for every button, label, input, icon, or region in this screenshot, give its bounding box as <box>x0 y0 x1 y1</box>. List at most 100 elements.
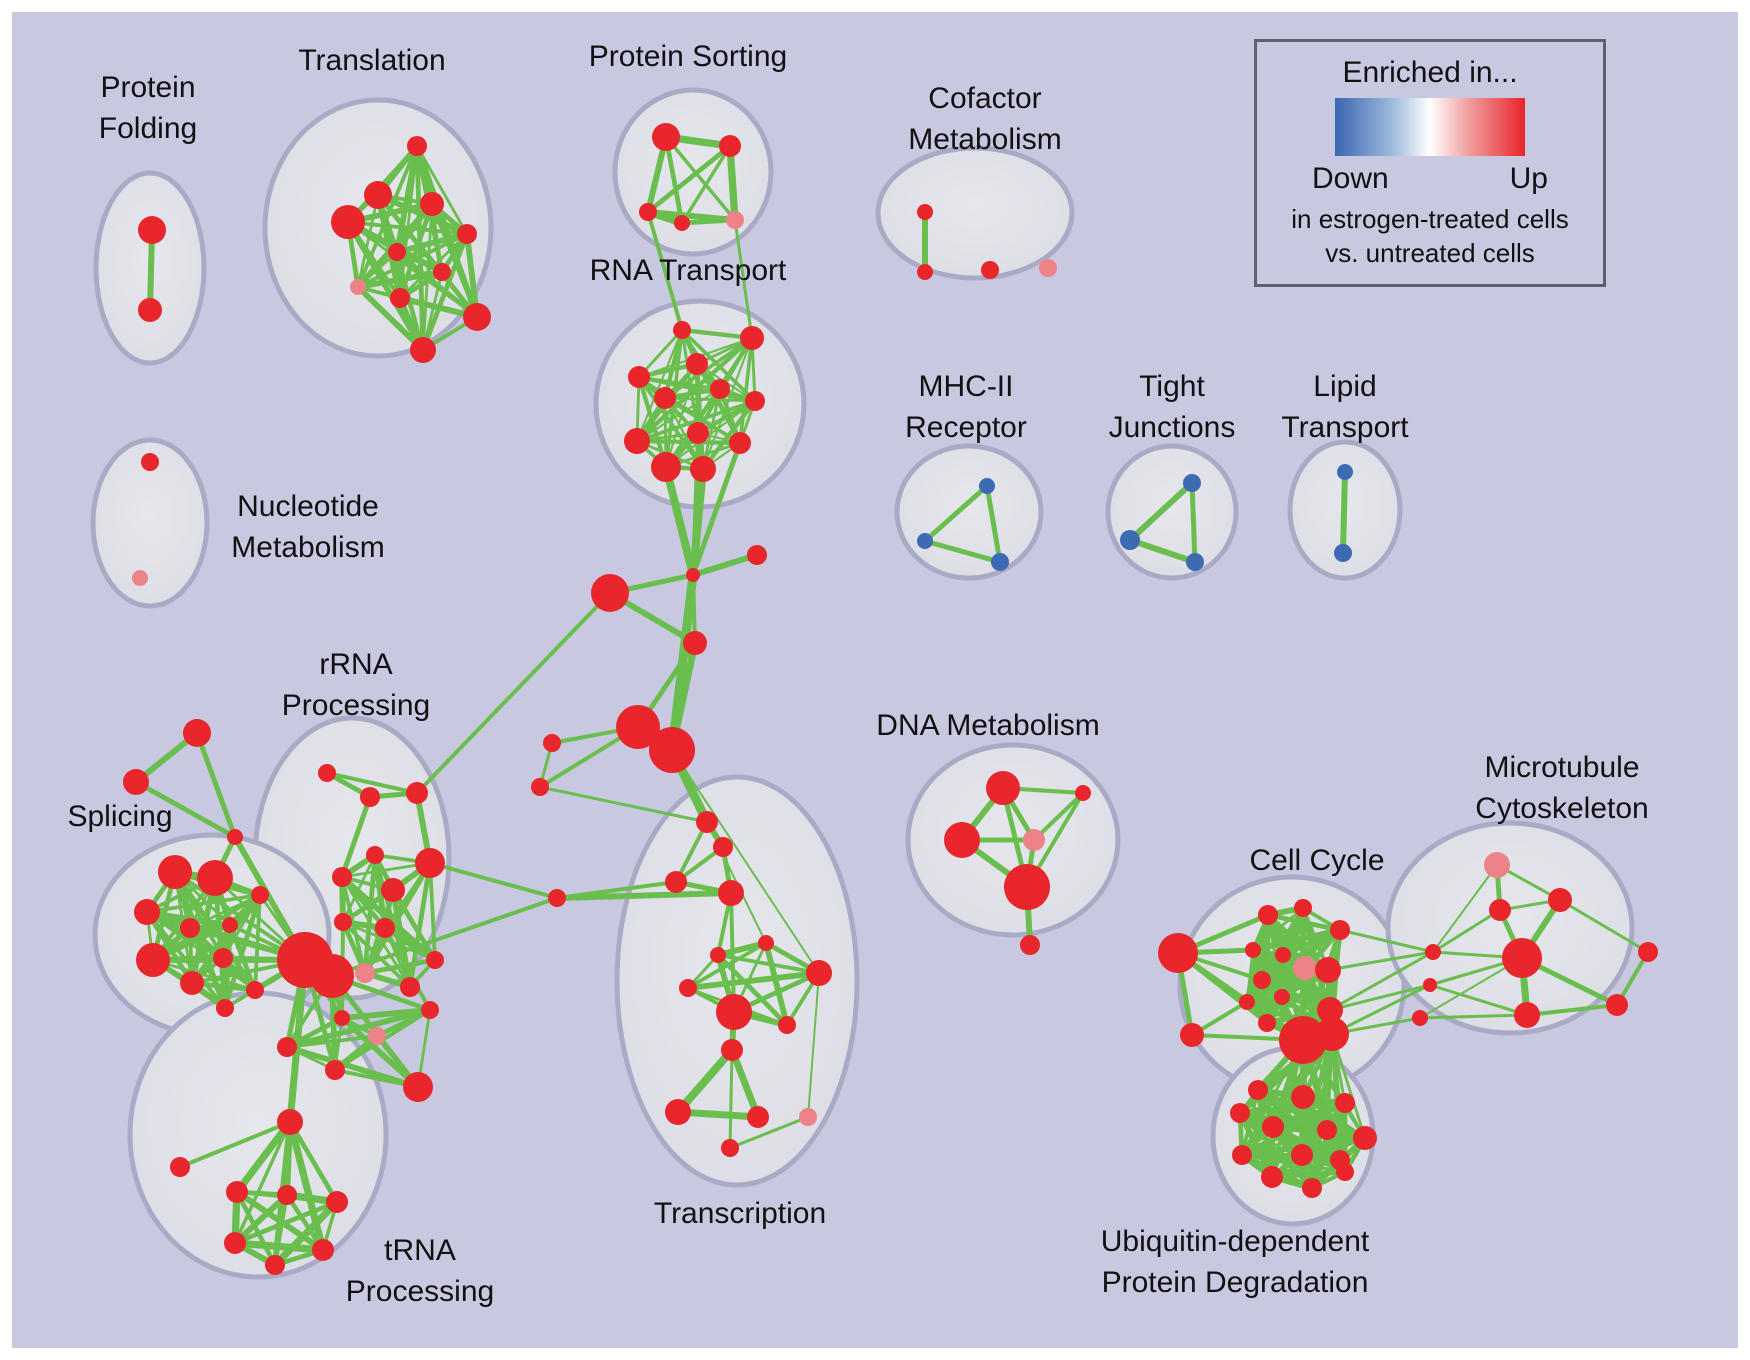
cluster-label-protein-folding-line1: Protein <box>100 71 195 104</box>
gene-set-node-mt2 <box>1489 899 1511 921</box>
edge <box>253 893 262 992</box>
edge <box>738 336 754 445</box>
gene-set-node-rr8 <box>334 913 352 931</box>
cluster-label-microtubule-cytoskeleton-line1: Microtubule <box>1484 751 1639 784</box>
edge <box>635 328 684 443</box>
edge <box>728 1046 762 1121</box>
cluster-label-protein-sorting: Protein Sorting <box>589 40 787 73</box>
gene-set-node-ub8 <box>1232 1145 1252 1165</box>
cluster-ellipse-tight-junctions <box>1105 443 1239 581</box>
edge <box>1431 908 1502 954</box>
gene-set-node-pf1 <box>138 216 166 244</box>
gene-set-node-rr16 <box>325 1060 345 1080</box>
edge <box>1328 983 1432 1012</box>
cluster-label-microtubule-cytoskeleton-line2: Cytoskeleton <box>1475 792 1648 825</box>
edge <box>383 926 432 1012</box>
edge <box>1175 950 1306 1043</box>
edge <box>671 749 820 974</box>
edge <box>194 730 238 840</box>
edge <box>674 1108 762 1121</box>
edge <box>284 1044 421 1090</box>
gene-set-node-rt10 <box>729 432 751 454</box>
gene-set-node-cn5 <box>543 734 561 752</box>
edge <box>356 193 380 289</box>
edge <box>763 940 790 1028</box>
edge <box>1245 968 1330 1004</box>
gene-set-node-rr14 <box>334 1010 350 1026</box>
gene-set-node-rr1 <box>318 764 336 782</box>
gene-set-node-cn1 <box>686 568 700 582</box>
edge <box>234 1189 326 1253</box>
gene-set-node-sp1 <box>158 855 192 889</box>
edge <box>271 1198 341 1269</box>
edge <box>663 396 757 403</box>
gene-set-node-mtp <box>1484 852 1510 878</box>
gene-set-node-rt9 <box>624 428 650 454</box>
gene-set-node-sp6 <box>251 886 269 904</box>
gene-set-node-ub2 <box>1291 1085 1315 1109</box>
gene-set-node-ub12 <box>1302 1178 1322 1198</box>
edge <box>232 1192 290 1246</box>
edge <box>355 284 426 353</box>
edge <box>1525 1003 1619 1017</box>
cluster-label-ubiquitin-degradation-line1: Ubiquitin-dependent <box>1101 1225 1370 1258</box>
gene-set-node-rr10 <box>355 963 375 983</box>
gene-set-node-rt3 <box>686 353 708 375</box>
gene-set-node-cf4 <box>1039 259 1057 277</box>
gene-set-node-cc4 <box>1294 899 1312 917</box>
gene-set-node-tl10 <box>463 303 491 331</box>
gene-set-node-rr2 <box>360 787 380 807</box>
edge <box>635 399 757 443</box>
gene-set-node-rr3 <box>406 782 428 804</box>
legend-downup-row: Down Up <box>1312 162 1548 196</box>
gene-set-node-dm3 <box>1023 829 1045 851</box>
gene-set-node-tx12 <box>665 1099 691 1125</box>
cluster-label-trna-processing-line2: Processing <box>346 1275 494 1308</box>
legend-caption-line2: vs. untreated cells <box>1325 238 1535 268</box>
gene-set-node-tj3 <box>1186 553 1204 571</box>
gene-set-node-cf3 <box>981 261 999 279</box>
gene-set-node-rr17 <box>403 1072 433 1102</box>
gene-set-node-mh2 <box>917 533 933 549</box>
gene-set-node-cc3 <box>1258 905 1278 925</box>
gene-set-node-tr6 <box>265 1255 285 1275</box>
edge <box>691 431 700 577</box>
cluster-label-tight-junctions-line1: Tight <box>1139 370 1205 403</box>
gene-set-node-tx4 <box>718 880 744 906</box>
cluster-label-mhc-ii-receptor-line1: MHC-II <box>919 370 1014 403</box>
gene-set-node-tx6 <box>710 947 726 963</box>
edge <box>729 891 736 1014</box>
gene-set-node-tx15 <box>721 1139 739 1157</box>
gene-set-node-cc5 <box>1330 920 1350 940</box>
gene-set-node-trl <box>170 1157 190 1177</box>
gene-set-node-rr7 <box>415 848 445 878</box>
cluster-label-tight-junctions-line2: Junctions <box>1109 411 1236 444</box>
gene-set-node-spt2 <box>123 769 149 795</box>
edge <box>984 483 1003 565</box>
edge <box>1127 537 1198 565</box>
edge <box>233 1120 292 1245</box>
gene-set-node-mt4 <box>1514 1002 1540 1028</box>
cluster-label-transcription: Transcription <box>654 1197 826 1230</box>
gene-set-node-tx8 <box>679 979 697 997</box>
gene-set-node-dm5 <box>1004 864 1050 910</box>
gene-set-node-tj2 <box>1120 530 1140 550</box>
gene-set-node-cc2 <box>1180 1023 1204 1047</box>
legend-down-label: Down <box>1312 162 1389 195</box>
gene-set-node-sp11 <box>246 981 264 999</box>
cluster-label-trna-processing-line1: tRNA <box>384 1234 456 1267</box>
gene-set-node-cc8 <box>1293 956 1317 980</box>
edge <box>664 399 757 469</box>
edge <box>1189 480 1198 565</box>
gene-set-node-sp10 <box>216 999 234 1017</box>
gene-set-node-ub5 <box>1262 1116 1284 1138</box>
gene-set-node-tl9 <box>390 288 410 308</box>
gene-set-node-lt2 <box>1334 544 1352 562</box>
gene-set-node-tx7 <box>806 960 832 986</box>
gene-set-node-tr1 <box>226 1181 248 1203</box>
gene-set-node-cf1 <box>917 204 933 220</box>
gene-set-node-rr4 <box>366 846 384 864</box>
edge <box>178 1120 292 1169</box>
gene-set-node-spt1 <box>183 719 211 747</box>
gene-set-node-ccB1 <box>1279 1016 1327 1064</box>
